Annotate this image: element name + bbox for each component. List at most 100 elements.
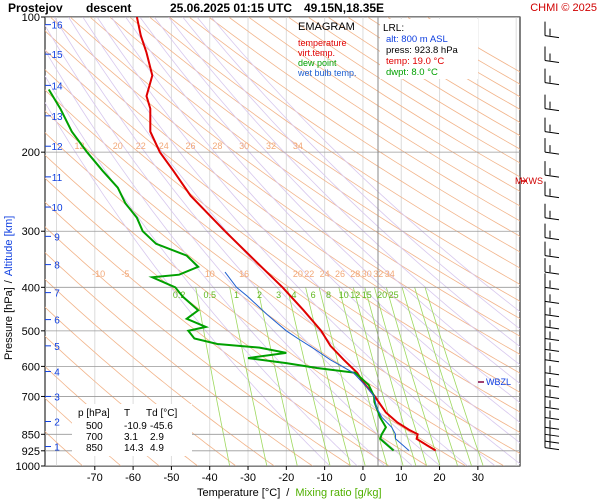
lrl-alt: alt: 800 m ASL — [386, 34, 448, 45]
y-axis-title-sep: / — [3, 279, 15, 283]
lrl-temp: temp: 19.0 °C — [386, 56, 444, 67]
wind-barb-flag — [544, 60, 560, 64]
x-axis-title-mixing: Mixing ratio [g/kg] — [295, 487, 381, 499]
mxws-label: MXWS — [515, 176, 543, 186]
altitude-tick-label: 11 — [52, 173, 63, 184]
wind-barb-flag — [544, 286, 560, 290]
altitude-tick-label: 14 — [51, 81, 63, 92]
lrl-box: LRL: alt: 800 m ASL press: 923.8 hPa tem… — [380, 19, 478, 79]
mixing-label-green: 2 — [257, 290, 262, 300]
dry-adiabat-line — [45, 30, 520, 374]
wind-barb-flag — [544, 300, 560, 304]
summary-table: p [hPa] T Td [°C] 500 -10.9 -45.6 700 3.1 2.9… — [72, 404, 192, 456]
header-datetime: 25.06.2025 01:15 UTC — [170, 1, 292, 15]
mixing-label-mid: -10 — [92, 269, 105, 279]
table-header-p: p [hPa] — [78, 408, 110, 419]
x-axis-title-temperature: Temperature [°C] — [197, 487, 280, 499]
mixing-label-upper: 34 — [293, 141, 303, 151]
pressure-tick-label: 300 — [22, 226, 40, 238]
table-header-t: T — [124, 408, 130, 419]
altitude-tick-label: 16 — [51, 21, 63, 32]
header-credit: CHMI © 2025 — [530, 2, 597, 14]
temperature-tick-label: -70 — [87, 472, 103, 484]
y-axis-title-pressure: Pressure [hPa] — [3, 287, 15, 360]
series-group — [47, 17, 437, 452]
wind-barb-flag — [544, 426, 560, 430]
header-station: Prostejov — [8, 1, 63, 15]
wind-barb-flag — [544, 359, 560, 363]
dry-adiabat-line — [129, 17, 520, 285]
altitude-tick-label: 7 — [54, 289, 60, 300]
dry-adiabat-line — [45, 49, 520, 393]
temperature-tick-label: -30 — [240, 472, 256, 484]
temperature-tick-label: 0 — [360, 472, 366, 484]
mixing-label-mid: 32 — [373, 269, 383, 279]
mixing-label-upper: 28 — [212, 141, 222, 151]
moist-adiabat-line — [168, 17, 520, 366]
pressure-tick-label: 200 — [22, 147, 40, 159]
wind-barb-flag — [544, 433, 560, 437]
moist-adiabat-line — [125, 17, 520, 424]
temperature-tick-label: -40 — [202, 472, 218, 484]
temperature-tick-label: 10 — [395, 472, 407, 484]
mixing-label-green: 12 — [350, 290, 360, 300]
mixing-label-mid: 26 — [335, 269, 345, 279]
mixing-label-green: 4 — [291, 290, 296, 300]
temperature-tick-label: -20 — [278, 472, 294, 484]
wind-barb-flag — [544, 174, 560, 178]
mixing-label-mid: 16 — [239, 269, 249, 279]
altitude-tick-label: 10 — [51, 203, 63, 214]
y-axis-title-altitude: Altitude [km] — [3, 216, 15, 277]
mixing-label-upper: 30 — [239, 141, 249, 151]
wind-barb-flag — [544, 314, 560, 318]
x-axis-title-sep: / — [286, 487, 290, 499]
mixing-label-mid: 24 — [320, 269, 330, 279]
dry-adiabat-line — [228, 17, 520, 207]
legend-wet-bulb: wet bulb temp. — [297, 68, 357, 78]
wind-barb-flag — [544, 447, 560, 451]
altitude-tick-label: 13 — [51, 112, 63, 123]
moist-adiabat-line — [153, 17, 520, 385]
table-header-td: Td [°C] — [146, 408, 177, 419]
series-line-temperature — [135, 17, 437, 452]
mixing-label-upper: 22 — [136, 141, 146, 151]
mixing-label-green: 8 — [326, 290, 331, 300]
isotherm-lines — [55, 17, 517, 466]
mixing-label-green: 6 — [311, 290, 316, 300]
mixing-label-green: 3 — [276, 290, 281, 300]
mixing-label-mid: 20 — [293, 269, 303, 279]
altitude-tick-label: 2 — [54, 418, 60, 429]
wind-barb-flag — [544, 384, 560, 388]
table-cell: 3.1 — [124, 432, 138, 443]
mixing-label-green: 15 — [362, 290, 372, 300]
wind-barb-flag — [544, 195, 560, 199]
pressure-tick-label: 100 — [22, 12, 40, 24]
dry-adiabat-line — [149, 17, 520, 269]
lrl-press: press: 923.8 hPa — [386, 45, 459, 56]
wind-barb-flag — [544, 271, 560, 275]
altitude-tick-label: 3 — [54, 392, 60, 403]
wind-barbs — [544, 21, 560, 451]
dry-adiabat-line — [45, 69, 520, 413]
altitude-tick-label: 8 — [54, 261, 60, 272]
dry-adiabat-line — [109, 17, 520, 302]
wind-barb-flag — [544, 131, 560, 135]
mixing-label-green: 0.5 — [203, 290, 216, 300]
wind-barb-flag — [544, 108, 560, 112]
pressure-tick-label: 500 — [22, 326, 40, 338]
mixing-label-mid: -5 — [121, 269, 129, 279]
series-line-dew-point — [47, 88, 395, 452]
wind-barb-flag — [544, 395, 560, 399]
lrl-dwpt: dwpt: 8.0 °C — [386, 67, 438, 78]
pressure-tick-label: 850 — [22, 429, 40, 441]
moist-adiabat-line — [139, 17, 520, 404]
table-bg — [72, 404, 192, 456]
mixing-label-green: 20 — [377, 290, 387, 300]
wind-barb-flag — [544, 372, 560, 376]
wind-barb-flag — [544, 217, 560, 221]
mixing-label-upper: 24 — [159, 141, 169, 151]
altitude-tick-label: 9 — [54, 232, 60, 243]
wind-barb-flag — [544, 151, 560, 155]
table-cell: 500 — [86, 421, 103, 432]
